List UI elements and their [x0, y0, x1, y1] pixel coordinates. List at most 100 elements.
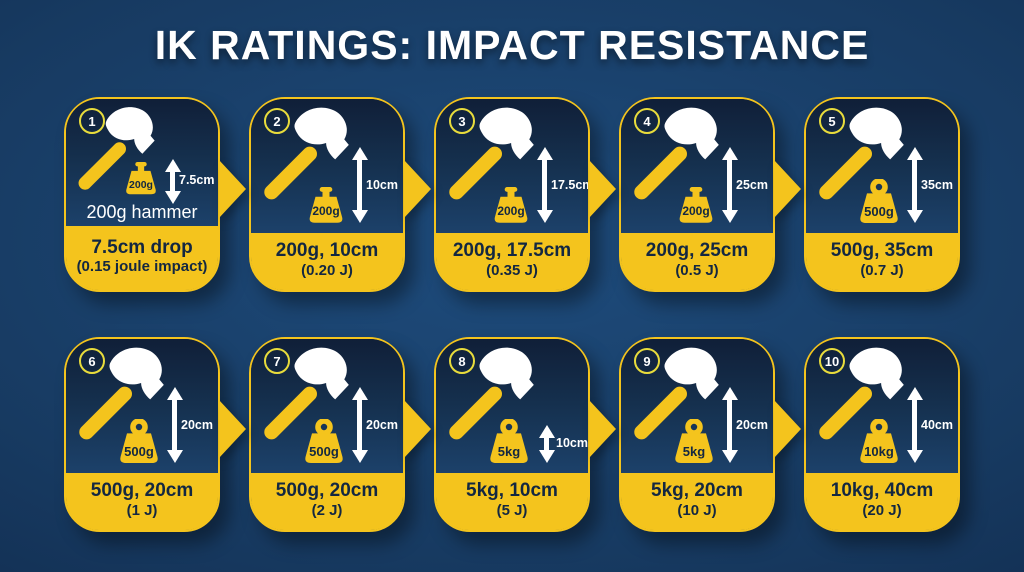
rating-number: 3 — [458, 113, 466, 129]
rating-number-badge: 6 — [79, 348, 105, 374]
weight-icon: 500g — [855, 179, 903, 224]
card-caption: 5kg, 20cm (10 J) — [621, 473, 773, 530]
card-illustration: 7 500g 20cm — [251, 339, 403, 473]
ik-card-9: 9 5kg 20cm 5k — [619, 337, 801, 532]
weight-icon: 200g — [490, 186, 532, 223]
ratings-row-1: 1 200g 7.5cm 200 — [64, 97, 960, 292]
card-caption: 500g, 20cm (1 J) — [66, 473, 218, 530]
right-arrow-connector-icon — [774, 160, 801, 218]
weight-icon: 200g — [305, 186, 347, 223]
ik-card-3: 3 200g 17.5cm — [434, 97, 616, 292]
card-illustration: 2 200g 10cm — [251, 99, 403, 233]
hammer-icon — [634, 107, 719, 200]
rating-number-badge: 4 — [634, 108, 660, 134]
card-caption: 10kg, 40cm (20 J) — [806, 473, 958, 530]
caption-energy: (0.5 J) — [675, 261, 719, 279]
rating-number: 8 — [458, 353, 466, 369]
right-arrow-connector-icon — [589, 160, 616, 218]
weight-icon: 500g — [115, 419, 163, 464]
drop-height-label: 10cm — [366, 178, 398, 192]
caption-spec: 7.5cm drop — [91, 236, 193, 258]
ik-card-5: 5 500g 35cm 5 — [804, 97, 960, 292]
rating-number-badge: 8 — [449, 348, 475, 374]
card-caption: 200g, 17.5cm (0.35 J) — [436, 233, 588, 290]
caption-energy: (0.35 J) — [486, 261, 538, 279]
weight-icon: 200g — [122, 162, 160, 195]
card-caption: 500g, 35cm (0.7 J) — [806, 233, 958, 290]
caption-spec: 200g, 17.5cm — [452, 240, 572, 262]
hammer-icon — [264, 347, 349, 440]
caption-spec: 200g, 25cm — [645, 240, 749, 262]
caption-energy: (2 J) — [311, 501, 343, 519]
drop-height-label: 20cm — [181, 418, 213, 432]
right-arrow-connector-icon — [219, 400, 246, 458]
hammer-icon — [819, 107, 904, 200]
rating-number-badge: 7 — [264, 348, 290, 374]
right-arrow-connector-icon — [219, 160, 246, 218]
right-arrow-connector-icon — [774, 400, 801, 458]
caption-energy: (0.20 J) — [301, 261, 353, 279]
card-caption: 200g, 10cm (0.20 J) — [251, 233, 403, 290]
drop-height-arrow-icon — [536, 147, 553, 223]
rating-number: 7 — [273, 353, 281, 369]
ik-card-10: 10 10kg 40cm — [804, 337, 960, 532]
drop-height-arrow-icon — [906, 147, 923, 223]
card-caption: 7.5cm drop (0.15 joule impact) — [66, 226, 218, 290]
rating-number-badge: 5 — [819, 108, 845, 134]
weight-label: 200g — [682, 204, 710, 218]
rating-number-badge: 10 — [819, 348, 845, 374]
weight-icon: 200g — [675, 186, 717, 223]
weight-label: 5kg — [497, 444, 521, 459]
drop-height-arrow-icon — [166, 387, 183, 463]
drop-height-label: 20cm — [736, 418, 768, 432]
weight-icon: 5kg — [485, 419, 533, 464]
drop-height-label: 25cm — [736, 178, 768, 192]
hammer-icon — [449, 347, 534, 440]
rating-number-badge: 2 — [264, 108, 290, 134]
card-illustration: 8 5kg 10cm — [436, 339, 588, 473]
drop-height-arrow-icon — [906, 387, 923, 463]
ik-card-7: 7 500g 20cm 5 — [249, 337, 431, 532]
rating-number: 10 — [824, 353, 840, 369]
right-arrow-connector-icon — [404, 160, 431, 218]
weight-icon: 10kg — [855, 419, 903, 464]
card-illustration: 10 10kg 40cm — [806, 339, 958, 473]
page-title: IK RATINGS: IMPACT RESISTANCE — [154, 22, 870, 68]
caption-energy: (20 J) — [862, 501, 902, 519]
drop-height-arrow-icon — [721, 147, 738, 223]
hammer-icon — [264, 107, 349, 200]
card-illustration: 4 200g 25cm — [621, 99, 773, 233]
rating-number-badge: 9 — [634, 348, 660, 374]
hammer-icon — [79, 347, 164, 440]
weight-label: 200g — [129, 179, 153, 191]
rating-number: 2 — [273, 113, 281, 129]
rating-number: 9 — [643, 353, 651, 369]
card-caption: 500g, 20cm (2 J) — [251, 473, 403, 530]
ik-card-6: 6 500g 20cm 5 — [64, 337, 246, 532]
rating-number: 4 — [643, 113, 651, 129]
right-arrow-connector-icon — [404, 400, 431, 458]
ik-card-8: 8 5kg 10cm 5k — [434, 337, 616, 532]
drop-height-label: 10cm — [556, 436, 588, 450]
drop-height-arrow-icon — [721, 387, 738, 463]
drop-height-label: 35cm — [921, 178, 953, 192]
weight-label: 500g — [309, 444, 339, 459]
drop-height-label: 40cm — [921, 418, 953, 432]
ratings-grid: 1 200g 7.5cm 200 — [64, 97, 960, 572]
weight-label: 5kg — [682, 444, 706, 459]
caption-energy: (0.15 joule impact) — [76, 258, 208, 276]
caption-spec: 500g, 20cm — [90, 480, 194, 502]
weight-label: 500g — [864, 204, 894, 219]
drop-height-label: 20cm — [366, 418, 398, 432]
weight-label: 500g — [124, 444, 154, 459]
ik-card-4: 4 200g 25cm — [619, 97, 801, 292]
rating-number-badge: 3 — [449, 108, 475, 134]
rating-number: 6 — [88, 353, 96, 369]
drop-height-label: 17.5cm — [551, 178, 588, 192]
card-caption: 200g, 25cm (0.5 J) — [621, 233, 773, 290]
caption-spec: 10kg, 40cm — [830, 480, 934, 502]
ik-card-1: 1 200g 7.5cm 200 — [64, 97, 246, 292]
weight-icon: 5kg — [670, 419, 718, 464]
rating-number: 5 — [828, 113, 836, 129]
